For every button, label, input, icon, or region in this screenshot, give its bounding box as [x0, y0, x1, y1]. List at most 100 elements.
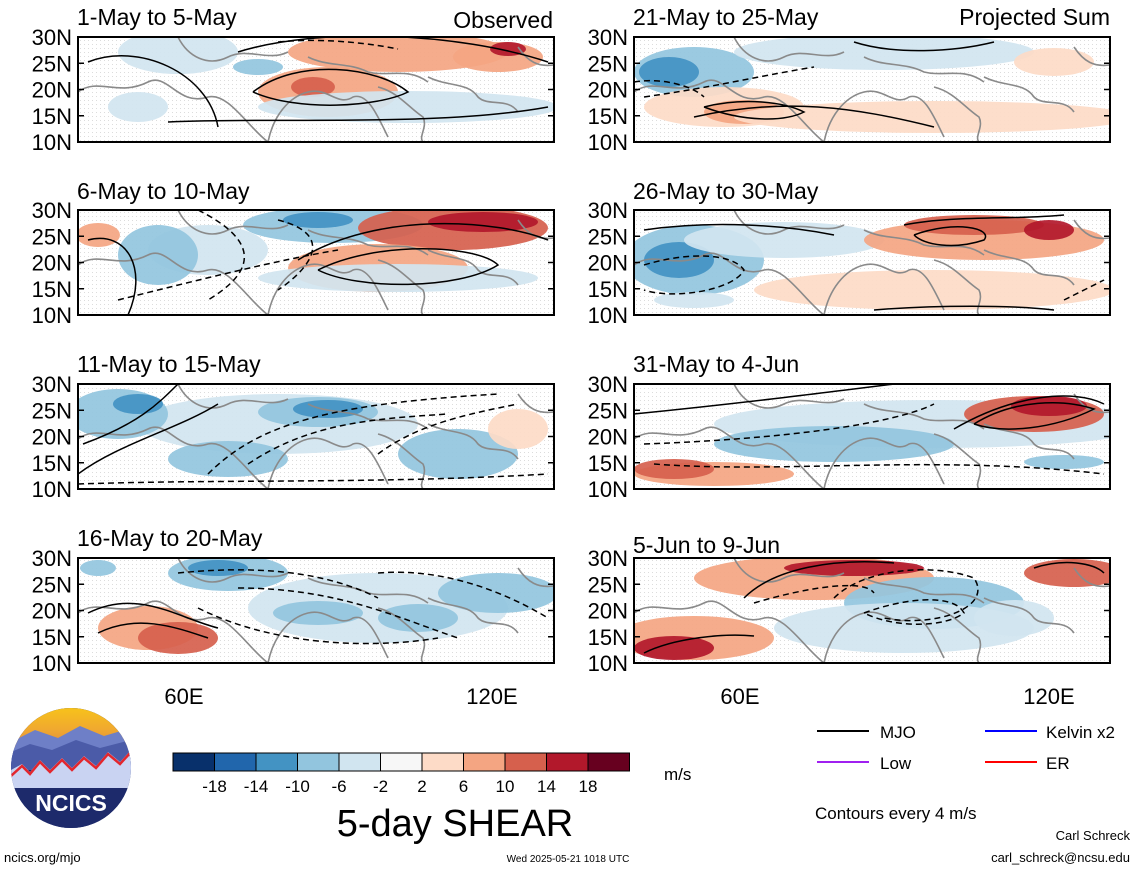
- contour-line: [953, 395, 1105, 430]
- coastline: [823, 437, 945, 489]
- map-frame: [633, 557, 1111, 664]
- mjo-contours: [643, 214, 1105, 311]
- lat-label: 25N: [32, 572, 72, 597]
- shear-shading: [974, 600, 1054, 636]
- map-field: [634, 384, 1110, 489]
- coastline: [863, 56, 985, 83]
- contour-line: [377, 571, 549, 619]
- contour-line: [913, 226, 987, 247]
- coastline: [1073, 393, 1110, 414]
- lat-label: 15N: [32, 625, 72, 650]
- colorbar: m/s 5-day SHEAR -18 -14 -10 -6 -2 2 6 10 14 18: [172, 752, 691, 845]
- colorbar-swatch: [338, 752, 381, 772]
- lat-label: 15N: [588, 277, 628, 302]
- shear-shading: [634, 636, 714, 660]
- colorbar-units: m/s: [664, 765, 691, 784]
- mjo-contours: [78, 384, 549, 485]
- lat-label: 20N: [588, 599, 628, 624]
- lat-label: 15N: [588, 104, 628, 129]
- contour-line: [643, 403, 935, 445]
- map-frame: [633, 36, 1111, 143]
- panel: 6-May to 10-May: [77, 178, 555, 316]
- panel-title: 31-May to 4-Jun: [633, 351, 799, 377]
- contour-line: [863, 599, 965, 625]
- colorbar-tick: 2: [417, 777, 426, 796]
- lat-label: 30N: [588, 198, 628, 223]
- coastline: [427, 423, 519, 460]
- map-field: [634, 37, 1110, 142]
- colorbar-swatch: [546, 752, 589, 772]
- panel-tag: Observed: [453, 7, 553, 33]
- colorbar-tick: -14: [244, 777, 269, 796]
- contour-line: [197, 210, 246, 301]
- lat-label: 20N: [588, 251, 628, 276]
- contour-line: [87, 602, 219, 629]
- coastlines: [78, 210, 554, 315]
- shear-shading: [1024, 455, 1104, 469]
- contour-line: [634, 384, 895, 415]
- lon-label: 120E: [466, 684, 517, 709]
- legend-label: MJO: [880, 723, 916, 742]
- contour-line: [377, 403, 519, 455]
- coastline: [517, 46, 554, 67]
- colorbar-swatch: [421, 752, 464, 772]
- coastline: [78, 79, 269, 142]
- contour-line: [903, 214, 1065, 226]
- contour-line: [247, 413, 449, 465]
- legend-label: Kelvin x2: [1046, 723, 1115, 742]
- lat-label: 30N: [588, 546, 628, 571]
- colorbar-swatch: [214, 752, 257, 772]
- shear-shading: [398, 429, 518, 479]
- lat-label: 25N: [32, 398, 72, 423]
- lat-label: 30N: [32, 25, 72, 50]
- panel-title: 5-Jun to 9-Jun: [633, 532, 780, 558]
- contour-line: [78, 473, 549, 485]
- coastline: [78, 252, 269, 315]
- ncics-logo: NCICS: [11, 708, 131, 828]
- coastlines: [634, 37, 1110, 142]
- map-field: [78, 384, 554, 489]
- coastline: [377, 433, 426, 489]
- map-field: [634, 558, 1110, 663]
- shear-shading: [283, 212, 353, 228]
- lat-label: 15N: [588, 451, 628, 476]
- panel-tag: Projected Sum: [959, 4, 1110, 30]
- coastline: [933, 259, 982, 315]
- lat-label: 15N: [588, 625, 628, 650]
- lat-label: 20N: [32, 425, 72, 450]
- logo-text: NCICS: [35, 790, 107, 816]
- colorbar-tick: 6: [459, 777, 468, 796]
- colorbar-swatch: [587, 752, 630, 772]
- coastline: [863, 403, 985, 430]
- map-frame: [77, 383, 555, 490]
- coastline: [377, 259, 426, 315]
- mjo-contours: [643, 561, 1105, 654]
- coastline: [307, 56, 429, 83]
- shear-shading: [168, 441, 288, 477]
- panel: 31-May to 4-Jun: [633, 351, 1111, 490]
- longitude-labels: 60E 120E 60E 120E: [164, 684, 1074, 709]
- footer-url: ncics.org/mjo: [4, 850, 81, 865]
- contour-line: [643, 255, 745, 295]
- lat-label: 10N: [32, 651, 72, 676]
- colorbar-swatch: [297, 752, 340, 772]
- map-frame: [77, 36, 555, 143]
- coastlines: [634, 558, 1110, 663]
- lat-label: 10N: [588, 477, 628, 502]
- contour-line: [973, 402, 1096, 430]
- footer-email: carl_schreck@ncsu.edu: [991, 850, 1130, 865]
- contour-line: [117, 249, 339, 301]
- map-frame: [633, 383, 1111, 490]
- coastline: [177, 558, 289, 583]
- coastline: [267, 437, 389, 489]
- contour-line: [177, 569, 379, 599]
- colorbar-swatch: [255, 752, 298, 772]
- panel-title: 16-May to 20-May: [77, 525, 263, 551]
- contour-line: [277, 39, 399, 50]
- map-frame: [77, 557, 555, 664]
- coastline: [1073, 219, 1110, 240]
- colorbar-swatch: [172, 752, 215, 772]
- lat-label: 20N: [588, 425, 628, 450]
- contour-line: [207, 393, 499, 475]
